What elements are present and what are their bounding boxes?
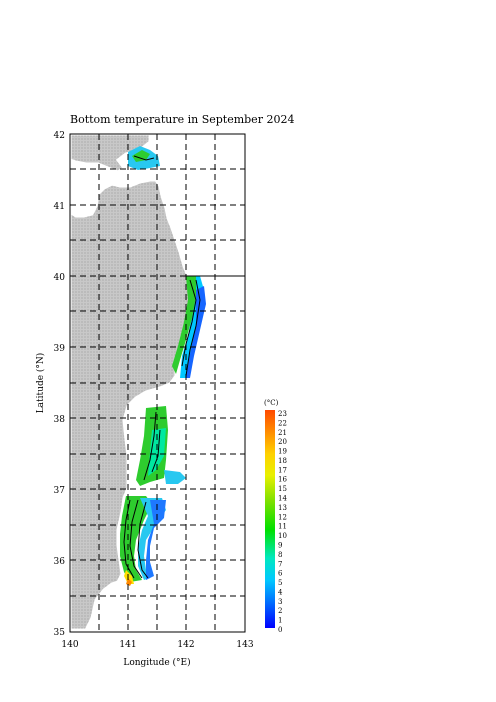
lon-tick: 141 <box>119 640 136 650</box>
x-axis-label: Longitude (°E) <box>123 657 190 668</box>
colorbar-tick: 21 <box>278 429 287 437</box>
colorbar-tick: 6 <box>278 570 283 578</box>
lat-tick: 41 <box>54 202 65 212</box>
map-plot-area <box>68 132 246 633</box>
colorbar-tick: 0 <box>278 626 282 634</box>
lat-lon-grid <box>70 134 245 632</box>
colorbar-tick: 13 <box>278 504 287 512</box>
colorbar-tick: 1 <box>278 617 282 625</box>
colorbar-tick: 4 <box>278 588 283 596</box>
lat-tick: 42 <box>54 131 65 141</box>
temperature-contours <box>123 155 201 579</box>
colorbar-tick: 12 <box>278 513 287 521</box>
colorbar-tick: 19 <box>278 448 287 456</box>
colorbar-unit: (°C) <box>264 399 279 407</box>
colorbar-tick: 16 <box>278 476 287 484</box>
colorbar-tick: 2 <box>278 607 282 615</box>
colorbar-scale <box>265 410 275 628</box>
land-hokkaido <box>68 132 152 174</box>
colorbar-tick: 22 <box>278 419 287 427</box>
lon-tick: 142 <box>177 640 194 650</box>
colorbar-tick: 11 <box>278 523 287 531</box>
colorbar-tick: 5 <box>278 579 282 587</box>
colorbar-tick: 20 <box>278 438 287 446</box>
colorbar-tick: 15 <box>278 485 287 493</box>
colorbar-tick: 18 <box>278 457 287 465</box>
lat-tick: 37 <box>54 486 66 496</box>
colorbar-tick: 14 <box>278 495 287 503</box>
lat-tick: 35 <box>54 628 66 638</box>
lat-tick: 38 <box>54 415 66 425</box>
lat-tick-labels: 42 41 40 39 38 37 36 35 <box>54 131 66 638</box>
lat-tick: 36 <box>54 557 66 567</box>
colorbar-tick: 23 <box>278 410 287 418</box>
land-mass <box>68 134 196 632</box>
lat-tick: 39 <box>54 344 66 354</box>
colorbar: (°C) 23222120191817161514131211109876543… <box>264 399 287 634</box>
lon-tick: 143 <box>236 640 253 650</box>
lon-tick: 140 <box>61 640 78 650</box>
colorbar-tick: 10 <box>278 532 287 540</box>
lon-tick-labels: 140 141 142 143 <box>61 640 253 650</box>
map-title: Bottom temperature in September 2024 <box>70 113 294 126</box>
colorbar-tick: 9 <box>278 541 282 549</box>
y-axis-label: Latitude (°N) <box>35 353 46 414</box>
colorbar-tick: 7 <box>278 560 282 568</box>
colorbar-tick: 8 <box>278 551 282 559</box>
colorbar-tick: 17 <box>278 466 287 474</box>
lat-tick: 40 <box>54 273 66 283</box>
colorbar-tick: 3 <box>278 598 282 606</box>
